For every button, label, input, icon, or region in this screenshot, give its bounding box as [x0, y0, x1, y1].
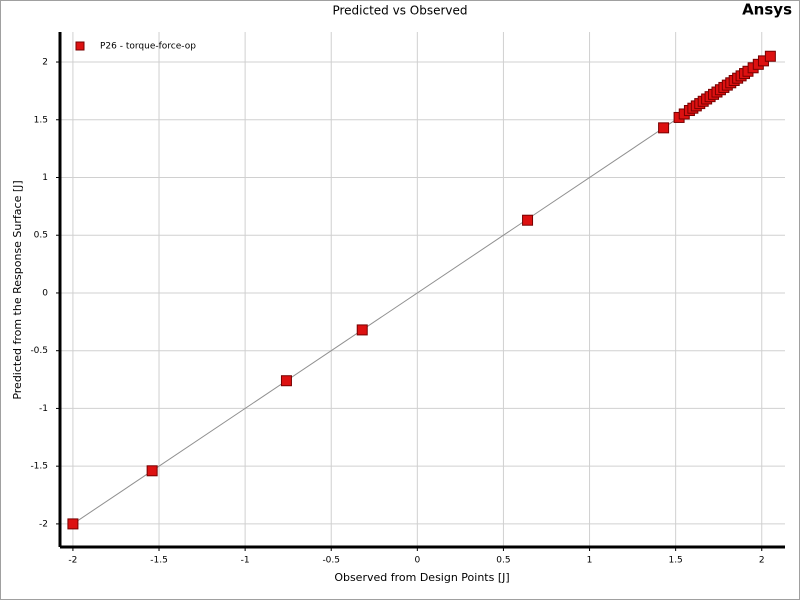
y-tick-label: -1 [39, 404, 48, 414]
point [356, 324, 368, 336]
y-tick-label: 1 [42, 173, 48, 183]
legend-marker [75, 41, 85, 51]
y-tick-label: -1.5 [30, 462, 48, 472]
y-tick-label: -2 [39, 519, 48, 529]
y-tick-label: 0.5 [34, 231, 48, 241]
x-axis-label: Observed from Design Points [J] [334, 571, 509, 584]
point [146, 465, 158, 477]
y-tick-label: -0.5 [30, 346, 48, 356]
legend-label: P26 - torque-force-op [100, 42, 196, 52]
point [764, 50, 776, 62]
point [522, 214, 534, 226]
x-tick-label: 1 [587, 556, 593, 566]
y-tick-label: 0 [42, 288, 48, 298]
y-axis-label: Predicted from the Response Surface [J] [11, 180, 24, 399]
y-tick-label: 1.5 [34, 115, 48, 125]
x-tick-label: -1 [241, 556, 250, 566]
reference-line [72, 55, 771, 525]
x-tick-label: 0.5 [496, 556, 510, 566]
chart-title: Predicted vs Observed [332, 4, 467, 18]
logo: Ansys [742, 1, 792, 19]
x-tick-label: 0 [414, 556, 420, 566]
x-tick-label: 1.5 [668, 556, 682, 566]
x-tick-label: -2 [68, 556, 77, 566]
x-tick-label: -0.5 [322, 556, 340, 566]
y-tick-label: 2 [42, 58, 48, 68]
x-tick-label: -1.5 [150, 556, 168, 566]
point [280, 375, 292, 387]
point [658, 122, 670, 134]
x-tick-label: 2 [759, 556, 765, 566]
point [67, 518, 79, 530]
